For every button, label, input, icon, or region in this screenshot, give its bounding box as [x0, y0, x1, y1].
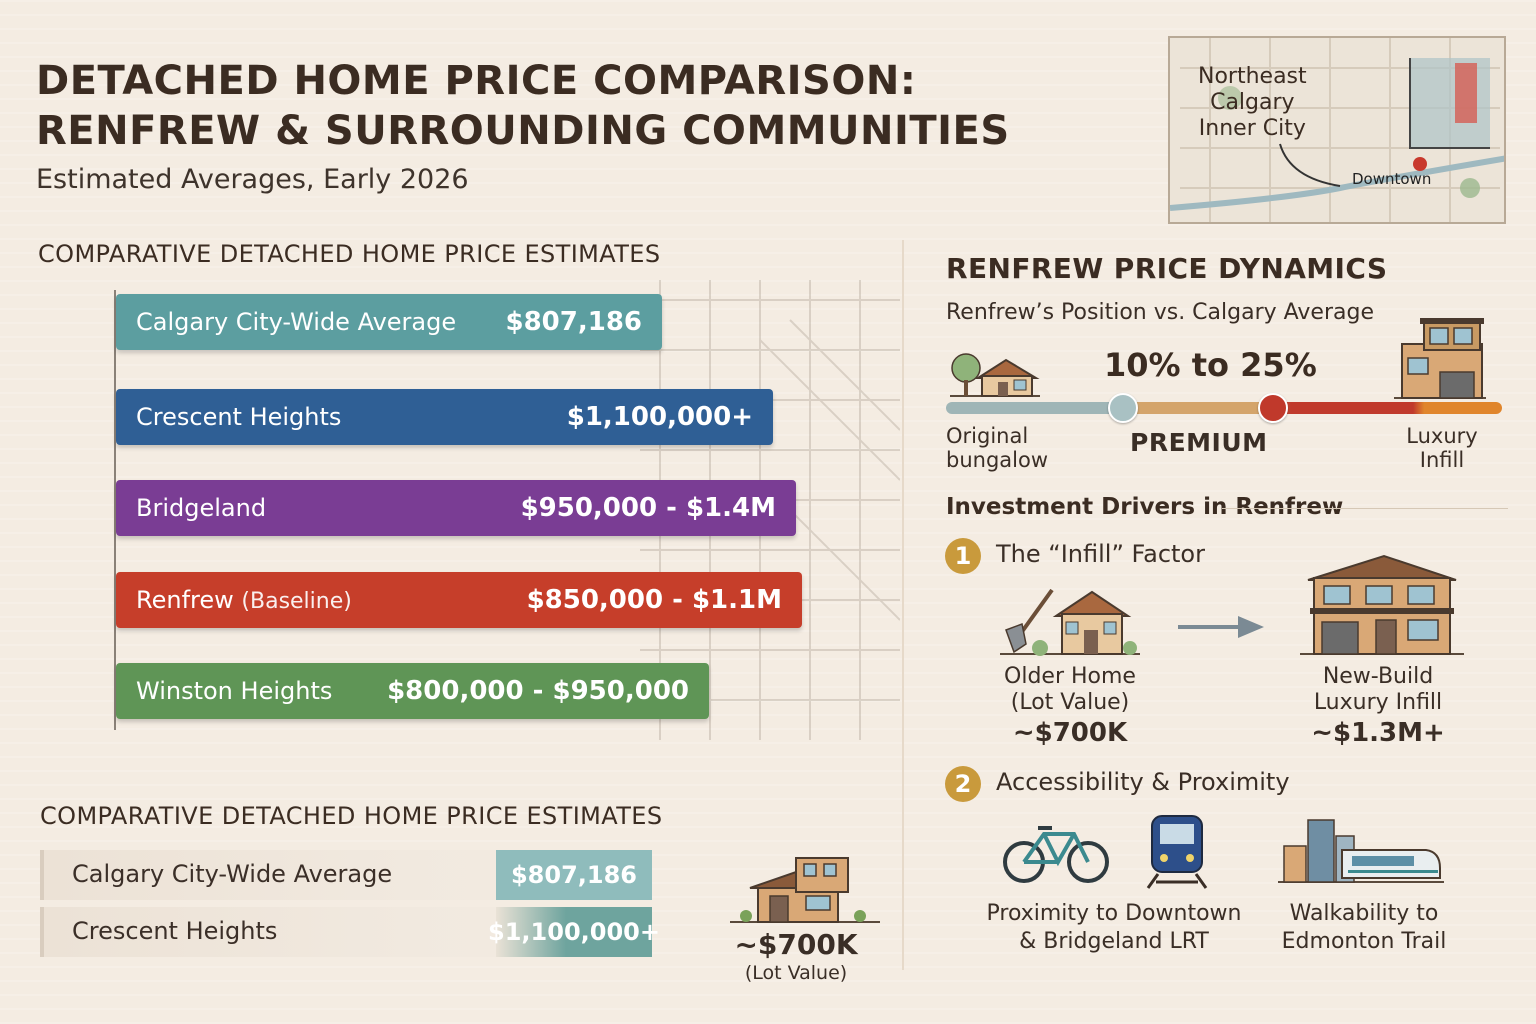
older-home-label: Older Home (Lot Value): [1004, 664, 1136, 715]
driver-1-title: The “Infill” Factor: [996, 540, 1205, 568]
luxury-infill-icon: [1394, 318, 1486, 399]
scale-right-label: Luxury Infill: [1406, 424, 1478, 472]
arrow-right-icon: [1178, 616, 1264, 638]
position-label: Renfrew’s Position vs. Calgary Average: [946, 300, 1374, 325]
bar-axis-line: [114, 290, 116, 730]
new-build-value: ~$1.3M+: [1311, 718, 1445, 748]
train-icon: [1146, 815, 1208, 889]
dynamics-heading: RENFREW PRICE DYNAMICS: [946, 252, 1388, 285]
scale-marker-original: [1108, 393, 1138, 423]
walkability-label: Walkability to Edmonton Trail: [1281, 901, 1447, 954]
title-line-1: DETACHED HOME PRICE COMPARISON:: [36, 58, 917, 104]
bicycle-icon: [1003, 826, 1109, 883]
proximity-label: Proximity to Downtown & Bridgeland LRT: [986, 901, 1242, 954]
driver-2-badge: 2: [945, 766, 981, 802]
driver-2-title: Accessibility & Proximity: [996, 768, 1290, 796]
bar-label: Renfrew (Baseline): [136, 586, 352, 614]
page-title: DETACHED HOME PRICE COMPARISON: RENFREW …: [36, 56, 1146, 156]
bar-winston-heights: Winston Heights $800,000 - $950,000: [116, 663, 709, 719]
map-label-3: Inner City: [1198, 116, 1306, 141]
bar-label: Winston Heights: [136, 677, 333, 705]
bar-value: $850,000 - $1.1M: [526, 585, 782, 615]
row-label: Calgary City-Wide Average: [72, 860, 393, 888]
table-row: Crescent Heights $1,100,000+: [40, 907, 660, 957]
new-build-icon: [1300, 554, 1464, 655]
map-label-2: Calgary: [1210, 90, 1295, 115]
city-transit-icon: [1278, 819, 1444, 883]
house-note: (Lot Value): [744, 962, 848, 984]
bar-label: Bridgeland: [136, 494, 267, 522]
title-line-2: RENFREW & SURROUNDING COMMUNITIES: [36, 108, 1010, 154]
house-value: ~$700K: [734, 928, 858, 961]
bar-renfrew: Renfrew (Baseline) $850,000 - $1.1M: [116, 572, 802, 628]
driver-1-badge: 1: [945, 538, 981, 574]
premium-label: PREMIUM: [1130, 428, 1268, 457]
bar-value: $1,100,000+: [566, 402, 753, 432]
page-subtitle: Estimated Averages, Early 2026: [36, 164, 469, 195]
bar-calgary-average: Calgary City-Wide Average $807,186: [116, 294, 662, 350]
bar-crescent-heights: Crescent Heights $1,100,000+: [116, 389, 773, 445]
map-inset: Northeast Calgary Inner City Downtown: [1168, 36, 1506, 224]
drivers-heading: Investment Drivers in Renfrew: [946, 494, 1344, 520]
map-downtown-label: Downtown: [1352, 170, 1432, 188]
bar-value: $950,000 - $1.4M: [520, 493, 776, 523]
older-home-value: ~$700K: [1012, 718, 1128, 748]
bar-value: $800,000 - $950,000: [387, 676, 689, 706]
row-label: Crescent Heights: [72, 917, 278, 945]
comparison2-heading: COMPARATIVE DETACHED HOME PRICE ESTIMATE…: [40, 802, 663, 830]
bar-bridgeland: Bridgeland $950,000 - $1.4M: [116, 480, 796, 536]
bar-value: $807,186: [505, 307, 642, 337]
bar-label: Crescent Heights: [136, 403, 342, 431]
section-divider: [902, 240, 904, 970]
new-build-label: New-Build Luxury Infill: [1313, 664, 1443, 715]
premium-range: 10% to 25%: [1104, 346, 1317, 384]
table-row: Calgary City-Wide Average $807,186: [40, 850, 652, 900]
map-illustration: [1170, 38, 1504, 222]
drivers-heading-rule: [1222, 508, 1508, 509]
house-icon: [730, 857, 880, 923]
bungalow-icon: [950, 353, 1040, 397]
scale-left-label: Original bungalow: [946, 424, 1049, 472]
scale-marker-renfrew: [1258, 393, 1288, 423]
comparison-heading: COMPARATIVE DETACHED HOME PRICE ESTIMATE…: [38, 240, 661, 268]
row-value: $807,186: [496, 850, 652, 900]
premium-scale-bar: [946, 402, 1502, 414]
bar-label: Calgary City-Wide Average: [136, 308, 457, 336]
row-value: $1,100,000+: [488, 907, 660, 957]
older-home-icon: [1000, 588, 1140, 656]
map-label-1: Northeast: [1198, 64, 1307, 89]
